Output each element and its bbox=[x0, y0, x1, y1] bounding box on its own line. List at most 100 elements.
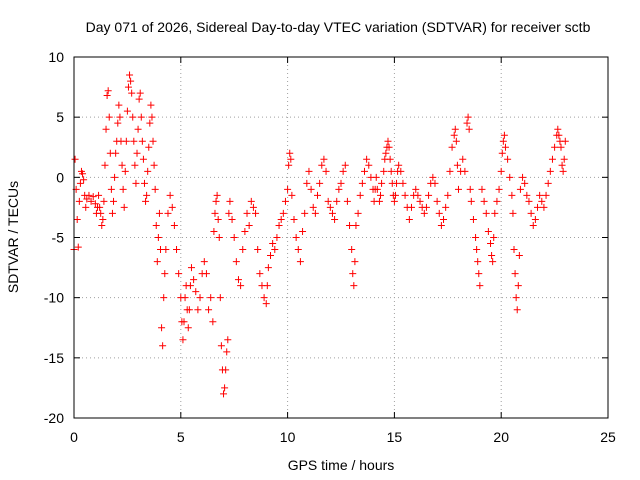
data-point bbox=[451, 125, 459, 133]
data-point bbox=[91, 200, 99, 208]
data-point bbox=[137, 113, 145, 121]
data-point bbox=[531, 215, 539, 223]
data-point bbox=[461, 167, 469, 175]
data-point bbox=[133, 149, 141, 157]
data-point bbox=[97, 209, 105, 217]
data-point bbox=[225, 209, 233, 217]
data-point bbox=[515, 252, 523, 260]
data-point bbox=[287, 155, 295, 163]
x-tick-label: 10 bbox=[280, 429, 296, 445]
data-point bbox=[354, 209, 362, 217]
data-point bbox=[116, 113, 124, 121]
data-point bbox=[269, 240, 277, 248]
data-point bbox=[482, 209, 490, 217]
data-point bbox=[209, 318, 217, 326]
data-point bbox=[540, 203, 548, 211]
data-point bbox=[391, 191, 399, 199]
data-point bbox=[473, 246, 481, 254]
data-point bbox=[194, 306, 202, 314]
data-point bbox=[75, 197, 83, 205]
data-point bbox=[153, 258, 161, 266]
data-point bbox=[401, 191, 409, 199]
data-point bbox=[217, 342, 225, 350]
data-point bbox=[145, 143, 153, 151]
data-point bbox=[305, 167, 313, 175]
data-point bbox=[215, 234, 223, 241]
data-point bbox=[136, 89, 144, 97]
data-point bbox=[80, 176, 88, 184]
data-point bbox=[521, 179, 529, 187]
data-point bbox=[130, 137, 138, 145]
data-point bbox=[107, 185, 115, 193]
data-point bbox=[134, 125, 142, 133]
data-point bbox=[311, 209, 319, 217]
data-point bbox=[114, 119, 122, 127]
data-point bbox=[221, 384, 229, 392]
data-point bbox=[452, 137, 460, 145]
data-point bbox=[76, 179, 84, 187]
data-point bbox=[500, 131, 508, 139]
data-points bbox=[70, 71, 569, 398]
data-point bbox=[466, 185, 474, 193]
data-point bbox=[232, 258, 240, 266]
chart-title: Day 071 of 2026, Sidereal Day-to-day VTE… bbox=[86, 19, 591, 35]
data-point bbox=[275, 221, 283, 229]
data-point bbox=[365, 161, 373, 169]
data-point bbox=[333, 197, 341, 205]
data-point bbox=[223, 348, 231, 356]
data-point bbox=[499, 137, 507, 145]
data-point bbox=[416, 197, 424, 205]
data-point bbox=[529, 221, 537, 229]
data-point bbox=[212, 197, 220, 205]
data-point bbox=[331, 215, 339, 223]
data-point bbox=[339, 167, 347, 175]
data-point bbox=[525, 197, 533, 205]
data-point bbox=[385, 143, 393, 151]
data-point bbox=[558, 161, 566, 169]
data-point bbox=[213, 191, 221, 199]
data-point bbox=[216, 294, 224, 302]
data-point bbox=[294, 246, 302, 254]
data-point bbox=[239, 246, 247, 254]
data-point bbox=[220, 390, 228, 398]
data-point bbox=[393, 179, 401, 187]
data-point bbox=[516, 185, 524, 193]
data-point bbox=[435, 209, 443, 217]
data-point bbox=[527, 209, 535, 217]
data-point bbox=[196, 294, 204, 302]
data-point bbox=[493, 197, 501, 205]
data-point bbox=[560, 155, 568, 163]
data-point bbox=[99, 215, 107, 223]
data-point bbox=[378, 179, 386, 187]
x-tick-label: 20 bbox=[493, 429, 509, 445]
data-point bbox=[484, 227, 492, 235]
data-point bbox=[464, 113, 472, 121]
y-tick-label: -5 bbox=[52, 230, 65, 246]
data-point bbox=[465, 125, 473, 133]
data-point bbox=[126, 71, 134, 79]
data-point bbox=[119, 185, 127, 193]
data-point bbox=[495, 185, 503, 193]
data-point bbox=[534, 203, 542, 211]
data-point bbox=[544, 179, 552, 187]
x-tick-label: 25 bbox=[600, 429, 616, 445]
x-tick-label: 0 bbox=[70, 429, 78, 445]
data-point bbox=[352, 221, 360, 229]
data-point bbox=[180, 318, 188, 326]
data-point bbox=[254, 246, 262, 254]
data-point bbox=[519, 173, 527, 181]
data-point bbox=[399, 179, 407, 187]
data-point bbox=[267, 252, 275, 260]
data-point bbox=[129, 113, 137, 121]
data-point bbox=[284, 185, 292, 193]
data-point bbox=[241, 227, 249, 235]
data-point bbox=[504, 155, 512, 163]
data-point bbox=[350, 282, 358, 290]
data-point bbox=[173, 246, 181, 254]
data-point bbox=[73, 215, 81, 223]
data-point bbox=[501, 143, 509, 151]
data-point bbox=[192, 288, 200, 296]
y-tick-label: 10 bbox=[48, 49, 64, 65]
data-point bbox=[96, 203, 104, 211]
data-point bbox=[446, 167, 454, 175]
